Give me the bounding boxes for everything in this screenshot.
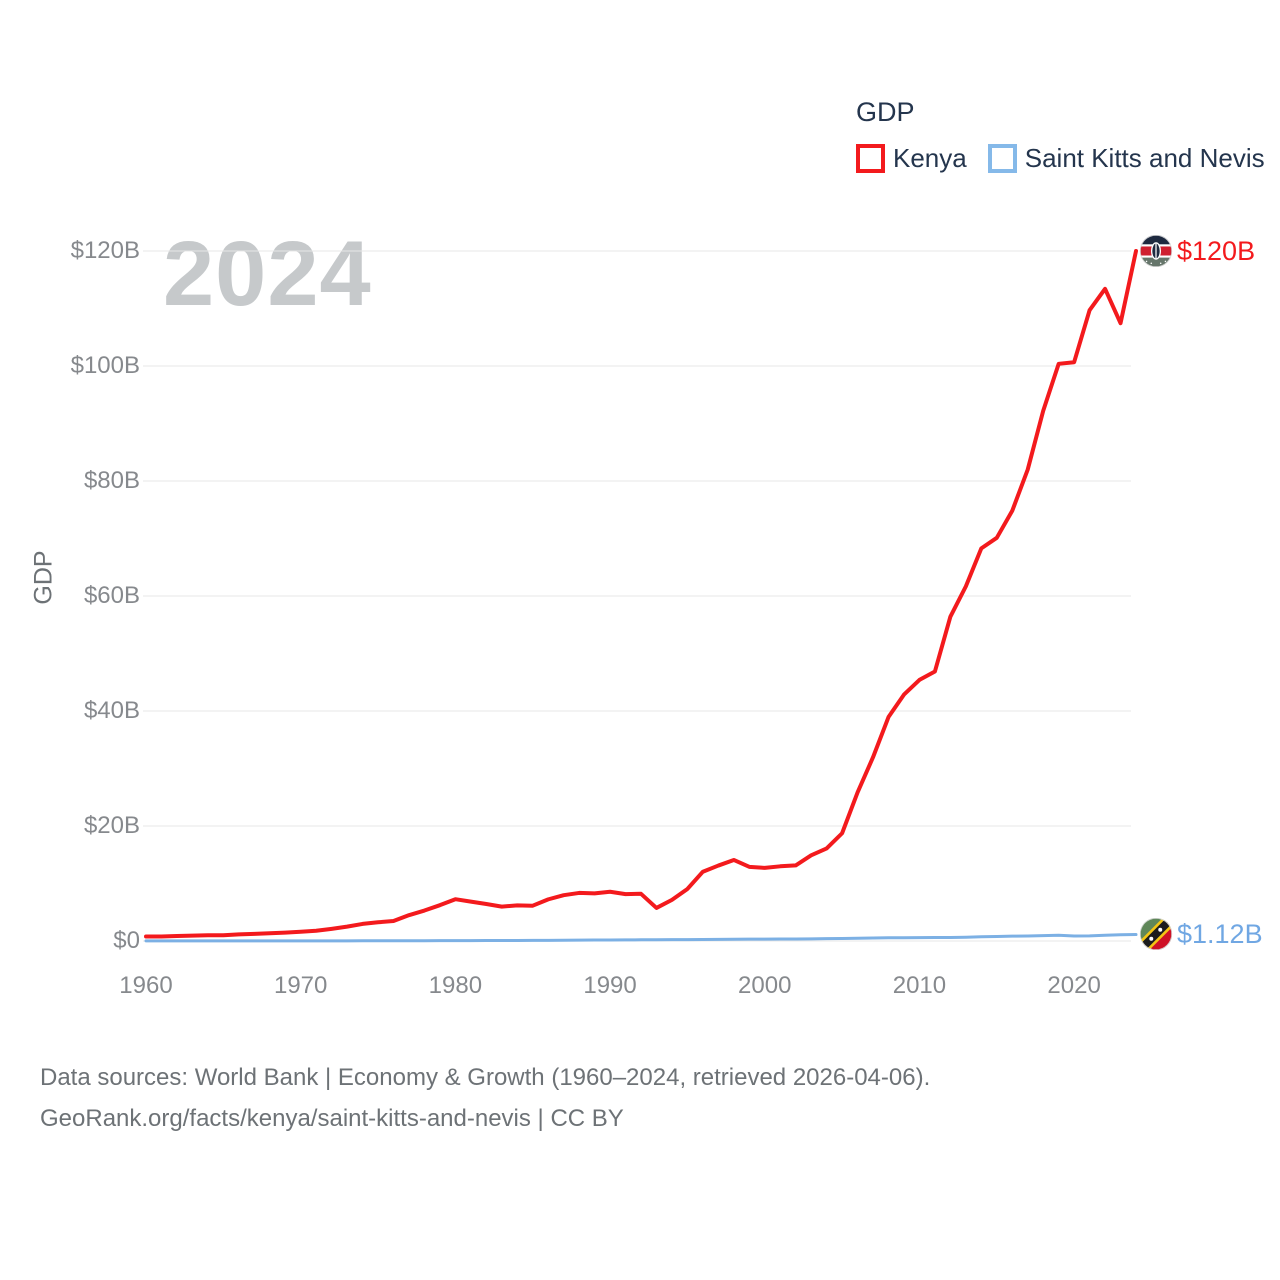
- y-tick-label: $0: [113, 927, 140, 954]
- y-tick-label: $80B: [83, 467, 140, 494]
- legend-item-kenya[interactable]: Kenya: [856, 143, 967, 174]
- legend-item-label: Kenya: [893, 143, 967, 173]
- legend-items: Kenya Saint Kitts and Nevis: [856, 143, 1265, 174]
- y-tick-label: $20B: [83, 812, 140, 839]
- x-tick-label: 1990: [583, 972, 637, 999]
- kenya-series-swatch-icon: [856, 144, 885, 173]
- x-tick-label: 2010: [892, 972, 947, 999]
- data-sources-line: Data sources: World Bank | Economy & Gro…: [40, 1064, 931, 1091]
- y-tick-label: $120B: [70, 237, 140, 264]
- saint-kitts-end-value-label: $1.12B: [1177, 919, 1263, 949]
- y-tick-label: $100B: [70, 352, 140, 379]
- x-tick-label: 2020: [1047, 972, 1101, 999]
- kenya-flag-icon: [1139, 234, 1173, 268]
- x-tick-label: 1980: [428, 972, 483, 999]
- legend-item-saint-kitts-and-nevis[interactable]: Saint Kitts and Nevis: [987, 143, 1265, 174]
- y-tick-label: $40B: [83, 697, 140, 724]
- kenya-end-value-label: $120B: [1177, 236, 1256, 266]
- source-url-line: GeoRank.org/facts/kenya/saint-kitts-and-…: [40, 1105, 624, 1132]
- x-tick-label: 1960: [119, 972, 173, 999]
- legend-item-label: Saint Kitts and Nevis: [1024, 143, 1265, 173]
- source-attribution: Data sources: World Bank | Economy & Gro…: [40, 1057, 930, 1139]
- legend-title: GDP: [856, 97, 915, 127]
- year-watermark: 2024: [163, 223, 372, 325]
- saint-kitts-and-nevis-line[interactable]: [144, 933, 1138, 943]
- legend: GDP Kenya Saint Kitts and Nevis: [856, 97, 1265, 174]
- kenya-line[interactable]: [144, 249, 1138, 939]
- saint-kitts-series-swatch-icon: [987, 144, 1017, 173]
- x-tick-label: 2000: [738, 972, 792, 999]
- saint-kitts-and-nevis-flag-icon: [1139, 917, 1173, 951]
- y-tick-label: $60B: [83, 582, 140, 609]
- x-tick-label: 1970: [273, 972, 328, 999]
